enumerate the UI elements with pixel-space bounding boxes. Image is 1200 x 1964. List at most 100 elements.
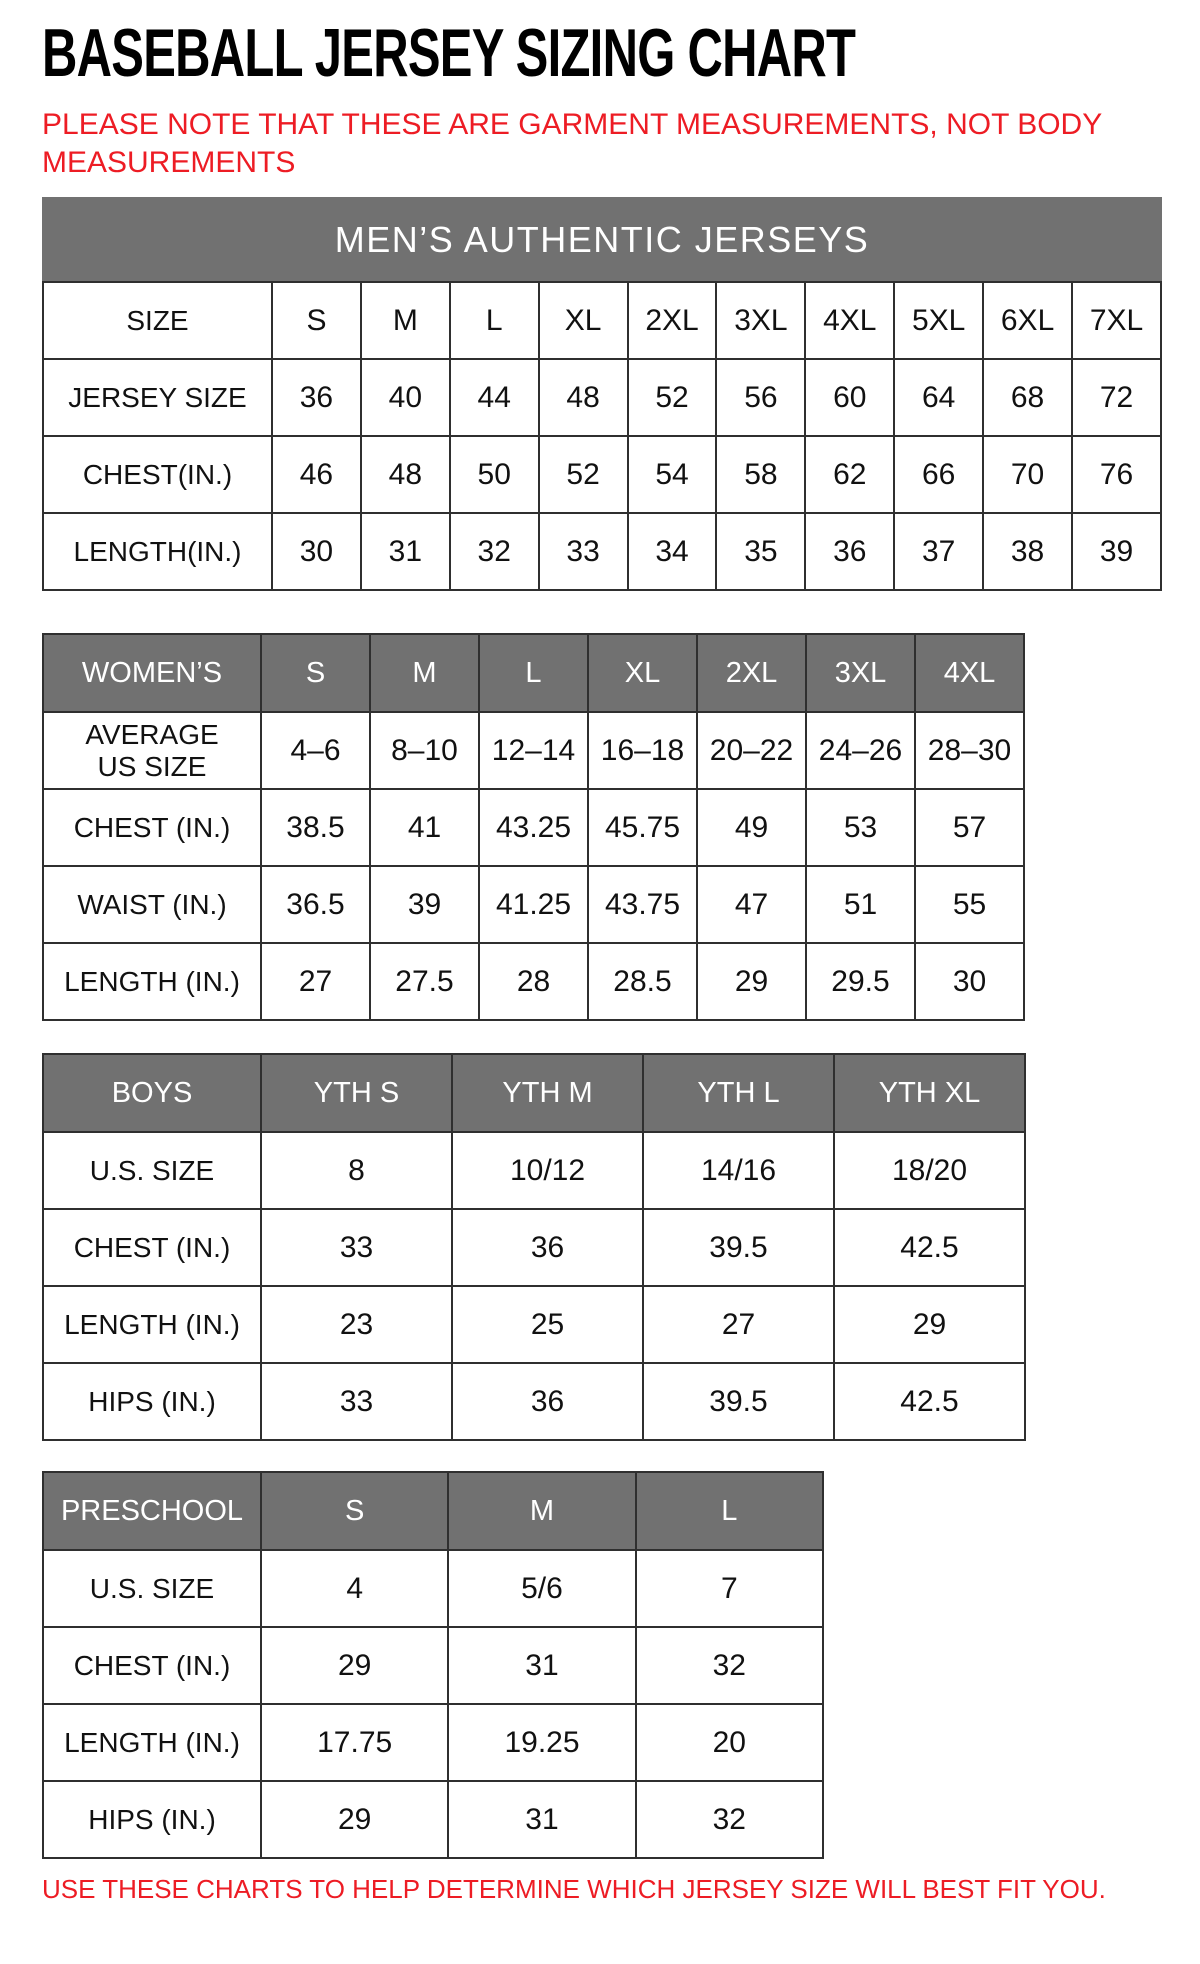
value-cell: 10/12 [451, 1131, 644, 1210]
value-cell: 76 [1071, 435, 1162, 514]
value-cell: 36 [271, 358, 362, 437]
value-cell: 58 [715, 435, 807, 514]
value-cell: 7XL [1071, 281, 1162, 360]
boys-size-header: YTH M [451, 1053, 644, 1133]
table-row: HIPS (IN.) 33 36 39.5 42.5 [42, 1362, 1026, 1441]
value-cell: 16–18 [587, 711, 698, 790]
value-cell: 17.75 [259, 1703, 450, 1782]
row-label-cell: HIPS (IN.) [42, 1780, 262, 1859]
value-cell: 46 [271, 435, 362, 514]
value-cell: 42.5 [833, 1208, 1026, 1287]
womens-header-row: WOMEN’S S M L XL 2XL 3XL 4XL [42, 633, 1025, 713]
value-cell: 60 [804, 358, 896, 437]
value-cell: 39 [1071, 512, 1162, 591]
row-label-cell: CHEST (IN.) [42, 1626, 262, 1705]
value-cell: 34 [626, 512, 718, 591]
row-label-cell: LENGTH(IN.) [42, 512, 273, 591]
womens-size-header: S [260, 633, 371, 713]
value-cell: 54 [626, 435, 718, 514]
value-cell: 66 [893, 435, 985, 514]
row-label-cell: JERSEY SIZE [42, 358, 273, 437]
value-cell: 29.5 [805, 942, 916, 1021]
value-cell: 40 [359, 358, 451, 437]
value-cell: 43.75 [587, 865, 698, 944]
row-label-cell: U.S. SIZE [42, 1131, 262, 1210]
value-cell: 28.5 [587, 942, 698, 1021]
row-label-cell: LENGTH (IN.) [42, 1285, 262, 1364]
womens-sizing-table: WOMEN’S S M L XL 2XL 3XL 4XL AVERAGE US SIZE 4–6 8… [42, 633, 1025, 1021]
value-cell: 8–10 [369, 711, 480, 790]
preschool-sizing-table: PRESCHOOL S M L U.S. SIZE 4 5/6 7 CHEST (IN.) 29 3… [42, 1471, 824, 1859]
table-row: U.S. SIZE 8 10/12 14/16 18/20 [42, 1131, 1026, 1210]
table-row: LENGTH(IN.) 30 31 32 33 34 35 36 37 38 39 [42, 512, 1162, 591]
table-row: WAIST (IN.) 36.5 39 41.25 43.75 47 51 55 [42, 865, 1025, 944]
womens-size-header: 4XL [914, 633, 1025, 713]
garment-note-line-1: PLEASE NOTE THAT THESE ARE GARMENT MEASU… [42, 108, 1103, 141]
value-cell: 39 [369, 865, 480, 944]
value-cell: 14/16 [642, 1131, 835, 1210]
table-row: HIPS (IN.) 29 31 32 [42, 1780, 824, 1859]
value-cell: 44 [448, 358, 540, 437]
value-cell: 31 [447, 1626, 637, 1705]
table-row: AVERAGE US SIZE 4–6 8–10 12–14 16–18 20–22 24–… [42, 711, 1025, 790]
row-label-cell: LENGTH (IN.) [42, 1703, 262, 1782]
value-cell: 30 [914, 942, 1025, 1021]
value-cell: 24–26 [805, 711, 916, 790]
value-cell: 29 [696, 942, 807, 1021]
table-row: LENGTH (IN.) 17.75 19.25 20 [42, 1703, 824, 1782]
value-cell: 27.5 [369, 942, 480, 1021]
row-label-cell: CHEST (IN.) [42, 1208, 262, 1287]
table-row: CHEST (IN.) 38.5 41 43.25 45.75 49 53 57 [42, 788, 1025, 867]
womens-size-header: 2XL [696, 633, 807, 713]
row-label-cell: WAIST (IN.) [42, 865, 262, 944]
table-row: SIZE S M L XL 2XL 3XL 4XL 5XL 6XL 7XL [42, 281, 1162, 360]
mens-sizing-table: MEN’S AUTHENTIC JERSEYS SIZE S M L XL 2XL 3XL 4X… [42, 197, 1162, 591]
value-cell: 62 [804, 435, 896, 514]
value-cell: 28 [478, 942, 589, 1021]
value-cell: 36 [451, 1362, 644, 1441]
preschool-size-header: S [259, 1471, 450, 1551]
row-label-cell: SIZE [42, 281, 273, 360]
table-row: CHEST (IN.) 33 36 39.5 42.5 [42, 1208, 1026, 1287]
value-cell: 52 [537, 435, 629, 514]
table-row: CHEST (IN.) 29 31 32 [42, 1626, 824, 1705]
value-cell: 32 [634, 1780, 824, 1859]
value-cell: 39.5 [642, 1208, 835, 1287]
value-cell: 27 [642, 1285, 835, 1364]
value-cell: 7 [634, 1549, 824, 1628]
value-cell: 48 [537, 358, 629, 437]
value-cell: 48 [359, 435, 451, 514]
value-cell: 27 [260, 942, 371, 1021]
value-cell: 33 [260, 1208, 453, 1287]
boys-size-header: YTH XL [833, 1053, 1026, 1133]
value-cell: 33 [537, 512, 629, 591]
value-cell: 12–14 [478, 711, 589, 790]
womens-group-label: WOMEN’S [42, 633, 262, 713]
value-cell: 43.25 [478, 788, 589, 867]
preschool-size-header: L [634, 1471, 824, 1551]
value-cell: 18/20 [833, 1131, 1026, 1210]
womens-size-header: XL [587, 633, 698, 713]
value-cell: 56 [715, 358, 807, 437]
value-cell: 38.5 [260, 788, 371, 867]
row-label-cell: LENGTH (IN.) [42, 942, 262, 1021]
preschool-header-row: PRESCHOOL S M L [42, 1471, 824, 1551]
value-cell: 6XL [982, 281, 1074, 360]
value-cell: 4–6 [260, 711, 371, 790]
value-cell: 28–30 [914, 711, 1025, 790]
value-cell: 25 [451, 1285, 644, 1364]
boys-header-row: BOYS YTH S YTH M YTH L YTH XL [42, 1053, 1026, 1133]
row-label-cell: HIPS (IN.) [42, 1362, 262, 1441]
value-cell: 5XL [893, 281, 985, 360]
boys-size-header: YTH S [260, 1053, 453, 1133]
value-cell: 29 [833, 1285, 1026, 1364]
value-cell: XL [537, 281, 629, 360]
value-cell: 36.5 [260, 865, 371, 944]
womens-size-header: 3XL [805, 633, 916, 713]
value-cell: 49 [696, 788, 807, 867]
page-title: BASEBALL JERSEY SIZING CHART [42, 15, 856, 91]
value-cell: 68 [982, 358, 1074, 437]
value-cell: 33 [260, 1362, 453, 1441]
value-cell: 31 [359, 512, 451, 591]
value-cell: 41.25 [478, 865, 589, 944]
